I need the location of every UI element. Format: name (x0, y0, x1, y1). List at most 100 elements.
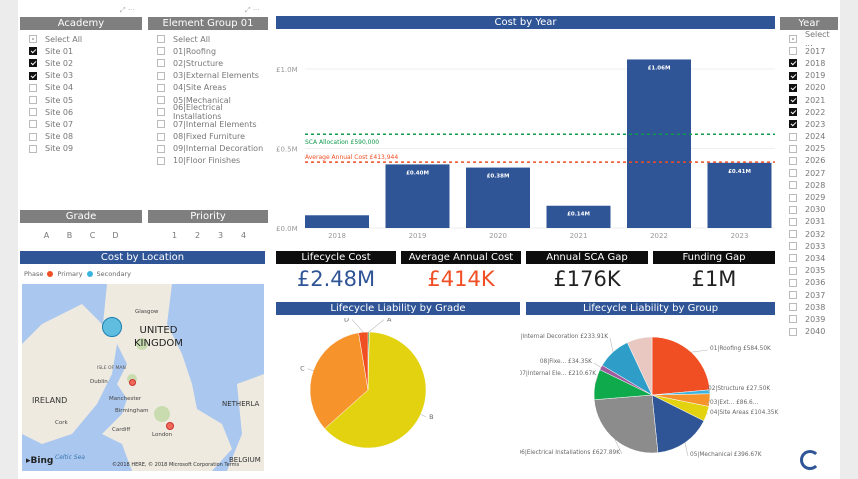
legend-primary[interactable]: Primary (57, 270, 83, 278)
checkbox-icon[interactable] (789, 59, 797, 68)
slicer-item[interactable]: 2029 (789, 191, 838, 203)
slicer-item[interactable]: Site 08 (29, 131, 142, 143)
checkbox-icon[interactable] (29, 120, 37, 129)
checkbox-icon[interactable] (157, 83, 165, 92)
slicer-item[interactable]: 2033 (789, 240, 838, 252)
checkbox-icon[interactable] (789, 156, 797, 165)
grade-option[interactable]: A (43, 231, 50, 240)
slicer-item[interactable]: 2024 (789, 131, 838, 143)
checkbox-icon[interactable] (789, 230, 797, 239)
primary-location-bubble[interactable] (166, 422, 174, 430)
grade-option[interactable]: C (89, 231, 96, 240)
slicer-item[interactable]: 2034 (789, 252, 838, 264)
slicer-item[interactable]: Site 05 (29, 94, 142, 106)
slicer-item[interactable]: 08|Fixed Furniture (157, 131, 268, 143)
checkbox-icon[interactable] (789, 96, 797, 105)
slicer-item[interactable]: Select All (157, 33, 268, 45)
checkbox-icon[interactable] (789, 47, 797, 56)
slicer-item[interactable]: Site 03 (29, 70, 142, 82)
pie-slice[interactable] (651, 394, 705, 453)
bar[interactable] (546, 205, 611, 228)
slicer-item[interactable]: 10|Floor Finishes (157, 155, 268, 167)
checkbox-icon[interactable] (789, 205, 797, 214)
checkbox-icon[interactable] (157, 59, 165, 68)
slicer-item[interactable]: 2039 (789, 313, 838, 325)
slicer-item[interactable]: 2027 (789, 167, 838, 179)
checkbox-icon[interactable] (29, 35, 37, 44)
slicer-item[interactable]: Site 09 (29, 143, 142, 155)
slicer-item[interactable]: 2030 (789, 204, 838, 216)
pie-slice[interactable] (324, 331, 427, 449)
pie-slice[interactable] (651, 336, 711, 396)
checkbox-icon[interactable] (789, 315, 797, 324)
checkbox-icon[interactable] (789, 132, 797, 141)
grade-option[interactable]: B (66, 231, 73, 240)
checkbox-icon[interactable] (157, 35, 165, 44)
checkbox-icon[interactable] (789, 144, 797, 153)
slicer-item[interactable]: Site 06 (29, 106, 142, 118)
checkbox-icon[interactable] (789, 303, 797, 312)
grade-option[interactable]: D (112, 231, 119, 240)
slicer-item[interactable]: 2022 (789, 106, 838, 118)
slicer-item[interactable]: 2017 (789, 45, 838, 57)
slicer-item[interactable]: 04|Site Areas (157, 82, 268, 94)
checkbox-icon[interactable] (157, 156, 165, 165)
priority-option[interactable]: 1 (171, 231, 178, 240)
focus-mode-icon[interactable]: ⤢ ··· (245, 6, 260, 14)
slicer-item[interactable]: Site 04 (29, 82, 142, 94)
checkbox-icon[interactable] (789, 193, 797, 202)
checkbox-icon[interactable] (789, 35, 797, 44)
slicer-item[interactable]: 2023 (789, 118, 838, 130)
checkbox-icon[interactable] (29, 96, 37, 105)
map[interactable]: Glasgow UNITED KINGDOM ISLE OF MAN Dublin… (22, 284, 264, 471)
slicer-item[interactable]: 02|Structure (157, 57, 268, 69)
checkbox-icon[interactable] (157, 132, 165, 141)
checkbox-icon[interactable] (157, 71, 165, 80)
pie-slice[interactable] (626, 336, 653, 396)
priority-option[interactable]: 2 (194, 231, 201, 240)
slicer-item[interactable]: 2031 (789, 216, 838, 228)
checkbox-icon[interactable] (29, 71, 37, 80)
primary-location-bubble[interactable] (129, 379, 136, 386)
bar[interactable] (385, 164, 450, 228)
priority-option[interactable]: 4 (240, 231, 247, 240)
slicer-item[interactable]: Select All (29, 33, 142, 45)
checkbox-icon[interactable] (29, 144, 37, 153)
checkbox-icon[interactable] (789, 217, 797, 226)
checkbox-icon[interactable] (29, 59, 37, 68)
slicer-item[interactable]: 2040 (789, 326, 838, 338)
slicer-item[interactable]: 2019 (789, 70, 838, 82)
checkbox-icon[interactable] (157, 120, 165, 129)
slicer-item[interactable]: 2036 (789, 277, 838, 289)
slicer-item[interactable]: Site 01 (29, 45, 142, 57)
priority-option[interactable]: 3 (217, 231, 224, 240)
slicer-item[interactable]: Site 07 (29, 118, 142, 130)
checkbox-icon[interactable] (789, 108, 797, 117)
checkbox-icon[interactable] (789, 278, 797, 287)
checkbox-icon[interactable] (157, 144, 165, 153)
checkbox-icon[interactable] (789, 120, 797, 129)
checkbox-icon[interactable] (789, 291, 797, 300)
checkbox-icon[interactable] (157, 108, 165, 117)
checkbox-icon[interactable] (157, 96, 165, 105)
checkbox-icon[interactable] (789, 181, 797, 190)
map-copyright[interactable]: ©2018 HERE, © 2018 Microsoft Corporation… (112, 462, 240, 468)
checkbox-icon[interactable] (789, 327, 797, 336)
slicer-item[interactable]: 09|Internal Decoration (157, 143, 268, 155)
slicer-item[interactable]: 2037 (789, 289, 838, 301)
checkbox-icon[interactable] (789, 242, 797, 251)
slicer-item[interactable]: 2025 (789, 143, 838, 155)
slicer-item[interactable]: 2038 (789, 301, 838, 313)
slicer-item[interactable]: 2020 (789, 82, 838, 94)
slicer-item[interactable]: 06|Electrical Installations (157, 103, 268, 121)
slicer-item[interactable]: 2026 (789, 155, 838, 167)
slicer-item[interactable]: 03|External Elements (157, 70, 268, 82)
slicer-item[interactable]: 2032 (789, 228, 838, 240)
slicer-item[interactable]: 2035 (789, 265, 838, 277)
focus-mode-icon[interactable]: ⤢ ··· (120, 6, 135, 14)
checkbox-icon[interactable] (29, 83, 37, 92)
legend-secondary[interactable]: Secondary (96, 270, 131, 278)
checkbox-icon[interactable] (157, 47, 165, 56)
slicer-item[interactable]: 01|Roofing (157, 45, 268, 57)
secondary-location-bubble[interactable] (102, 317, 122, 337)
